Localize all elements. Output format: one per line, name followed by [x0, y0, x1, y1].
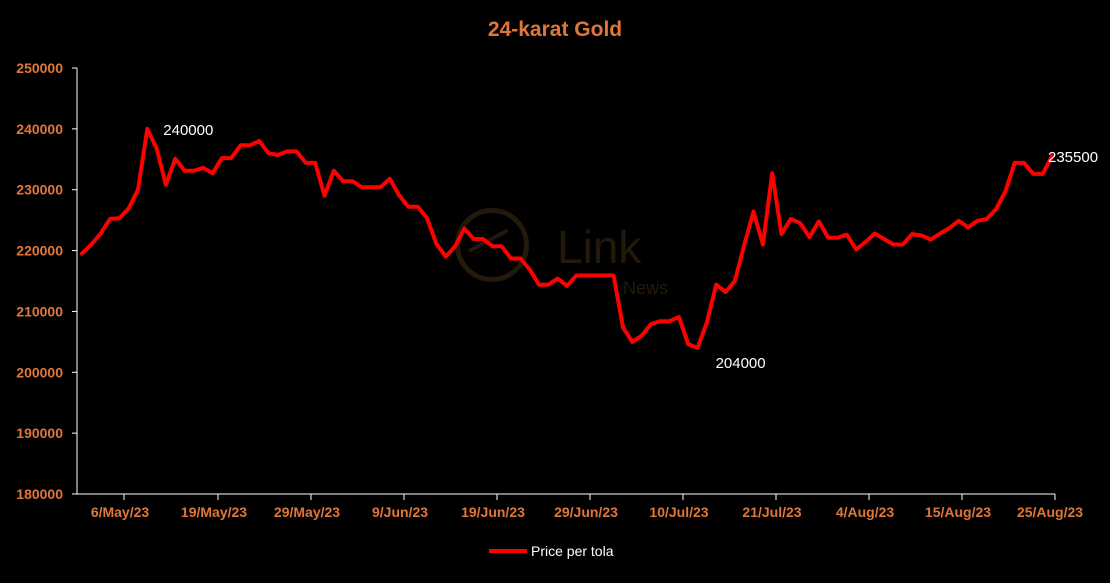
x-tick-label: 4/Aug/23: [836, 504, 895, 520]
y-tick-label: 230000: [16, 182, 63, 198]
x-tick-label: 29/Jun/23: [554, 504, 618, 520]
chart-title: 24-karat Gold: [487, 18, 623, 41]
x-tick-label: 6/May/23: [91, 504, 150, 520]
y-tick-label: 210000: [16, 303, 63, 319]
x-tick-label: 19/Jun/23: [461, 504, 525, 520]
x-tick-label: 21/Jul/23: [742, 504, 801, 520]
y-tick-label: 240000: [16, 121, 63, 137]
legend-label: Price per tola: [531, 543, 614, 559]
x-tick-label: 25/Aug/23: [1017, 504, 1083, 520]
y-tick-label: 190000: [16, 425, 63, 441]
series-line-price-per-tola: [80, 126, 1054, 350]
watermark-logo: Link News: [455, 208, 695, 304]
data-label: 240000: [163, 122, 213, 139]
y-tick-label: 180000: [16, 486, 63, 502]
x-tick-label: 15/Aug/23: [925, 504, 991, 520]
watermark-subtext: News: [623, 278, 669, 298]
y-tick-label: 200000: [16, 364, 63, 380]
data-label: 204000: [716, 355, 766, 372]
legend-swatch: [489, 549, 527, 553]
legend: Price per tola: [489, 541, 613, 561]
x-tick-label: 19/May/23: [181, 504, 247, 520]
x-tick-label: 10/Jul/23: [649, 504, 708, 520]
x-tick-label: 9/Jun/23: [372, 504, 428, 520]
x-tick-label: 29/May/23: [274, 504, 340, 520]
y-tick-label: 220000: [16, 243, 63, 259]
watermark-text: Link: [557, 221, 642, 273]
data-label: 235500: [1048, 149, 1098, 166]
y-tick-label: 250000: [16, 60, 63, 76]
